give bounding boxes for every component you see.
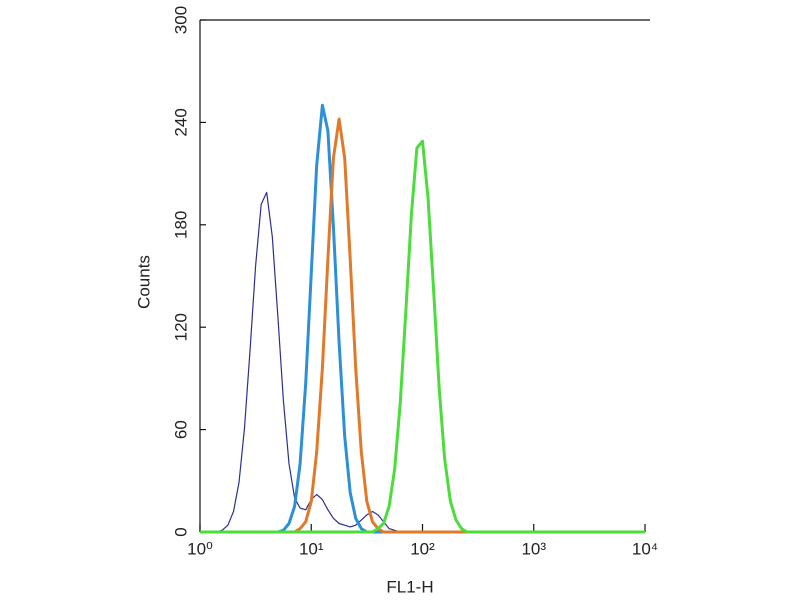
- y-tick-label: 300: [171, 6, 190, 34]
- y-tick-label: 240: [171, 108, 190, 136]
- y-tick-label: 0: [171, 527, 190, 536]
- histogram-line: [200, 103, 645, 534]
- y-tick-label: 60: [171, 420, 190, 439]
- y-axis-label: Counts: [134, 255, 153, 309]
- x-tick-label: 10³: [521, 539, 546, 558]
- y-tick-label: 120: [171, 313, 190, 341]
- x-tick-label: 10⁴: [632, 539, 658, 558]
- x-tick-label: 10⁰: [187, 539, 213, 558]
- histogram-line: [200, 191, 645, 533]
- histogram-line: [200, 139, 645, 534]
- x-axis-label: FL1-H: [386, 577, 433, 596]
- histogram-line: [200, 117, 645, 534]
- x-tick-label: 10¹: [299, 539, 324, 558]
- y-tick-label: 180: [171, 211, 190, 239]
- x-tick-label: 10²: [410, 539, 435, 558]
